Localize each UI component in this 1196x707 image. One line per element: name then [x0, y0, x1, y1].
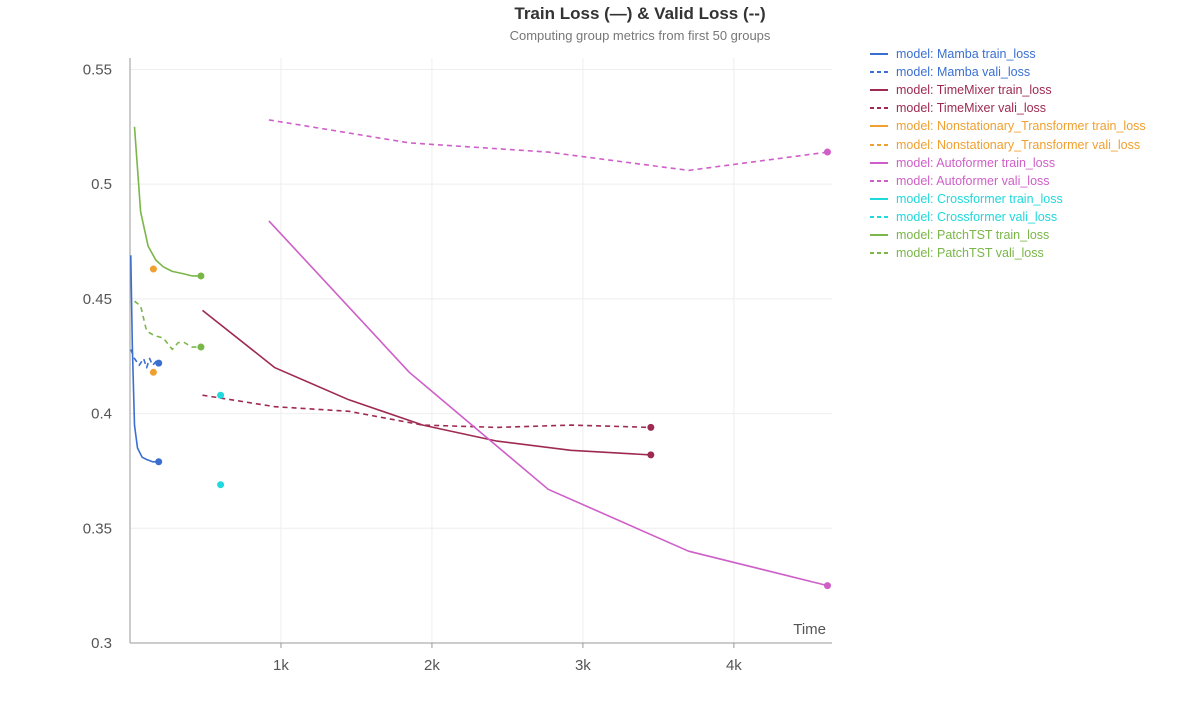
legend-item-crossformer-train-loss[interactable]: model: Crossformer train_loss: [868, 190, 1194, 208]
chart-subtitle: Computing group metrics from first 50 gr…: [509, 28, 771, 43]
line-chart[interactable]: 0.3 0.35 0.4 0.45 0.5 0.55 1k 2k 3k 4k Time: [0, 0, 860, 707]
legend-label-crossformer-vali-loss: model: Crossformer vali_loss: [896, 209, 1058, 224]
series-line-patchtst-train-loss[interactable]: [133, 126, 202, 277]
legend-label-timemixer-vali-loss: model: TimeMixer vali_loss: [896, 101, 1047, 116]
data-point-autoformer-vali-loss[interactable]: [823, 148, 831, 156]
data-point-nonstationary-transformer-train-loss[interactable]: [149, 265, 157, 273]
legend-label-autoformer-vali-loss: model: Autoformer vali_loss: [896, 173, 1050, 188]
legend-label-autoformer-train-loss: model: Autoformer train_loss: [896, 155, 1056, 170]
legend-item-mamba-train-loss[interactable]: model: Mamba train_loss: [868, 45, 1194, 63]
legend-swatch-nonstationary-transformer-vali-loss: [868, 141, 890, 149]
data-point-crossformer-train-loss[interactable]: [217, 481, 225, 489]
legend-label-mamba-vali-loss: model: Mamba vali_loss: [896, 65, 1031, 80]
legend-item-nonstationary-transformer-vali-loss[interactable]: model: Nonstationary_Transformer vali_lo…: [868, 135, 1194, 153]
x-tick-label: 3k: [575, 657, 591, 674]
legend-label-patchtst-train-loss: model: PatchTST train_loss: [896, 227, 1050, 242]
legend-item-patchtst-train-loss[interactable]: model: PatchTST train_loss: [868, 226, 1194, 244]
legend-item-mamba-vali-loss[interactable]: model: Mamba vali_loss: [868, 63, 1194, 81]
legend-swatch-timemixer-train-loss: [868, 86, 890, 94]
legend-label-nonstationary-transformer-train-loss: model: Nonstationary_Transformer train_l…: [896, 119, 1146, 134]
x-tick-label: 4k: [726, 657, 742, 674]
legend-swatch-nonstationary-transformer-train-loss: [868, 122, 890, 130]
data-point-mamba-train-loss[interactable]: [155, 458, 163, 466]
legend-swatch-mamba-train-loss: [868, 50, 890, 58]
legend-swatch-autoformer-train-loss: [868, 159, 890, 167]
legend-label-mamba-train-loss: model: Mamba train_loss: [896, 47, 1036, 62]
legend-swatch-mamba-vali-loss: [868, 68, 890, 76]
y-tick-label: 0.4: [91, 406, 112, 423]
data-point-nonstationary-transformer-vali-loss[interactable]: [149, 368, 157, 376]
legend-item-timemixer-train-loss[interactable]: model: TimeMixer train_loss: [868, 81, 1194, 99]
legend-swatch-autoformer-vali-loss: [868, 177, 890, 185]
legend-swatch-crossformer-train-loss: [868, 195, 890, 203]
legend-item-patchtst-vali-loss[interactable]: model: PatchTST vali_loss: [868, 244, 1194, 262]
legend-swatch-patchtst-vali-loss: [868, 249, 890, 257]
legend: model: Mamba train_loss model: Mamba vali…: [868, 45, 1194, 262]
legend-swatch-crossformer-vali-loss: [868, 213, 890, 221]
y-tick-label: 0.55: [83, 61, 112, 78]
series-line-autoformer-vali-loss[interactable]: [268, 119, 828, 172]
data-point-patchtst-train-loss[interactable]: [197, 272, 205, 280]
legend-label-nonstationary-transformer-vali-loss: model: Nonstationary_Transformer vali_lo…: [896, 137, 1141, 152]
x-tick-label: 2k: [424, 657, 440, 674]
series-line-timemixer-train-loss[interactable]: [202, 309, 651, 456]
series-line-timemixer-vali-loss[interactable]: [202, 394, 651, 429]
legend-item-autoformer-train-loss[interactable]: model: Autoformer train_loss: [868, 154, 1194, 172]
data-point-mamba-vali-loss[interactable]: [155, 359, 163, 367]
legend-label-timemixer-train-loss: model: TimeMixer train_loss: [896, 83, 1052, 98]
legend-item-crossformer-vali-loss[interactable]: model: Crossformer vali_loss: [868, 208, 1194, 226]
y-tick-label: 0.3: [91, 635, 112, 652]
y-tick-label: 0.5: [91, 176, 112, 193]
series-line-mamba-train-loss[interactable]: [130, 255, 159, 463]
data-point-patchtst-vali-loss[interactable]: [197, 343, 205, 351]
data-point-crossformer-vali-loss[interactable]: [217, 391, 225, 399]
y-tick-label: 0.45: [83, 291, 112, 308]
series-line-patchtst-vali-loss[interactable]: [134, 300, 202, 351]
legend-item-autoformer-vali-loss[interactable]: model: Autoformer vali_loss: [868, 172, 1194, 190]
legend-item-nonstationary-transformer-train-loss[interactable]: model: Nonstationary_Transformer train_l…: [868, 117, 1194, 135]
legend-label-patchtst-vali-loss: model: PatchTST vali_loss: [896, 246, 1044, 261]
chart-title: Train Loss (—) & Valid Loss (--): [514, 4, 766, 23]
series-line-mamba-vali-loss[interactable]: [130, 349, 160, 369]
y-tick-label: 0.35: [83, 520, 112, 537]
data-point-timemixer-vali-loss[interactable]: [647, 423, 655, 431]
x-axis-label: Time: [793, 621, 826, 638]
legend-swatch-patchtst-train-loss: [868, 231, 890, 239]
data-point-timemixer-train-loss[interactable]: [647, 451, 655, 459]
legend-item-timemixer-vali-loss[interactable]: model: TimeMixer vali_loss: [868, 99, 1194, 117]
series-line-autoformer-train-loss[interactable]: [268, 220, 828, 587]
legend-swatch-timemixer-vali-loss: [868, 104, 890, 112]
data-point-autoformer-train-loss[interactable]: [823, 582, 831, 590]
legend-label-crossformer-train-loss: model: Crossformer train_loss: [896, 191, 1063, 206]
x-tick-label: 1k: [273, 657, 289, 674]
